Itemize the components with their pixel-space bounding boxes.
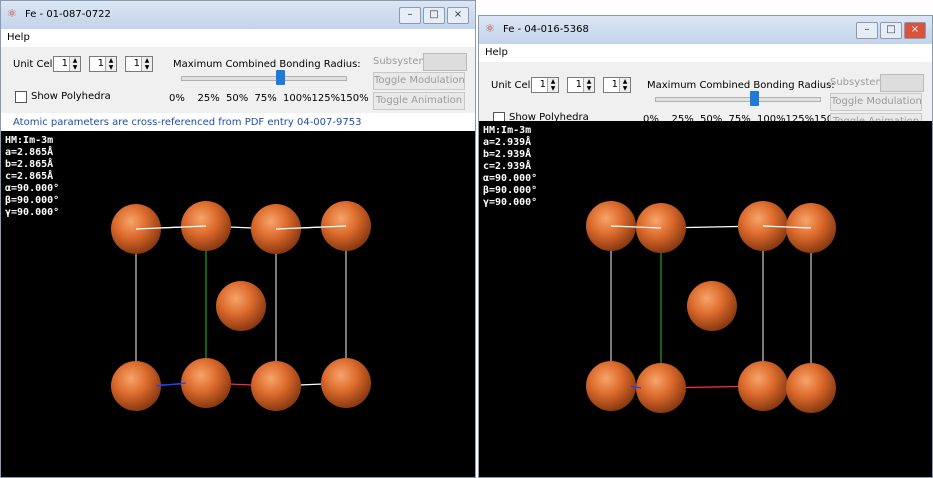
atom [786, 363, 836, 413]
atom [636, 363, 686, 413]
spin-arrows: ▲▼ [583, 78, 594, 92]
atom [321, 358, 371, 408]
spin-arrows: ▲▼ [69, 57, 80, 71]
spinner[interactable]: 1▲▼ [89, 56, 117, 72]
lattice-parameter: α=90.000° [5, 183, 59, 194]
slider-tick-label: 100% [283, 93, 312, 104]
title-bar: ⚛ Fe - 04-016-5368 –□× [479, 16, 932, 44]
atom [586, 361, 636, 411]
window-title: Fe - 04-016-5368 [503, 24, 589, 35]
menu-item[interactable]: Help [485, 47, 508, 58]
menu-item[interactable]: Help [7, 32, 30, 43]
atom [111, 361, 161, 411]
app-icon: ⚛ [7, 8, 19, 20]
structure-view [479, 121, 933, 478]
slider-tick-label: 50% [226, 93, 248, 104]
structure-view [1, 131, 476, 478]
lattice-parameter: α=90.000° [483, 173, 537, 184]
window-button[interactable]: × [904, 22, 926, 39]
slider-track [655, 97, 821, 102]
window-button[interactable]: □ [423, 7, 445, 24]
label: Unit Cell: [13, 59, 59, 70]
spinner[interactable]: 1▲▼ [53, 56, 81, 72]
window-button[interactable]: × [447, 7, 469, 24]
slider-tick-label: 0% [169, 93, 185, 104]
note: Atomic parameters are cross-referenced f… [13, 117, 361, 128]
atom [181, 358, 231, 408]
lattice-parameter: b=2.939Å [483, 149, 531, 160]
menu-bar: Help [1, 29, 475, 47]
window-title: Fe - 01-087-0722 [25, 9, 111, 20]
lattice-parameter: c=2.865Å [5, 171, 53, 182]
spin-arrows: ▲▼ [105, 57, 116, 71]
spinner[interactable]: 1▲▼ [603, 77, 631, 93]
spin-arrows: ▲▼ [619, 78, 630, 92]
label: Maximum Combined Bonding Radius: [647, 80, 827, 91]
combo[interactable] [880, 74, 924, 92]
lattice-parameter: γ=90.000° [5, 207, 59, 218]
spin-arrows: ▲▼ [141, 57, 152, 71]
app-icon: ⚛ [485, 23, 497, 35]
screen: ⚛Fe - 01-087-0722–□×HelpUnit Cell:1▲▼1▲▼… [0, 0, 933, 478]
button[interactable]: Toggle Animation [373, 92, 465, 110]
lattice-parameter: HM:Im-3m [483, 125, 531, 136]
lattice-parameter: b=2.865Å [5, 159, 53, 170]
slider-thumb[interactable] [750, 91, 759, 106]
label: Maximum Combined Bonding Radius: [173, 59, 353, 70]
button[interactable]: Toggle Modulation [373, 72, 465, 90]
spinner[interactable]: 1▲▼ [567, 77, 595, 93]
lattice-parameter: a=2.865Å [5, 147, 53, 158]
slider-tick-label: 25% [198, 93, 220, 104]
combo[interactable] [423, 53, 467, 71]
checkbox[interactable] [15, 91, 27, 103]
menu-bar: Help [479, 44, 932, 62]
label: Unit Cell: [491, 80, 537, 91]
atom [251, 361, 301, 411]
atom [738, 361, 788, 411]
window-button[interactable]: □ [880, 22, 902, 39]
title-bar: ⚛ Fe - 01-087-0722 –□× [1, 1, 475, 29]
spinner[interactable]: 1▲▼ [531, 77, 559, 93]
lattice-parameter: HM:Im-3m [5, 135, 53, 146]
spinner[interactable]: 1▲▼ [125, 56, 153, 72]
lattice-parameter: β=90.000° [483, 185, 537, 196]
lattice-parameter: γ=90.000° [483, 197, 537, 208]
spin-arrows: ▲▼ [547, 78, 558, 92]
lattice-parameter: a=2.939Å [483, 137, 531, 148]
lattice-parameter: β=90.000° [5, 195, 59, 206]
slider-thumb[interactable] [276, 70, 285, 85]
slider-track [181, 76, 347, 81]
atom [687, 281, 737, 331]
button[interactable]: Toggle Modulation [830, 93, 922, 111]
slider-tick-label: 150% [340, 93, 369, 104]
window-button[interactable]: – [856, 22, 878, 39]
label: Show Polyhedra [31, 91, 111, 102]
slider-tick-label: 75% [255, 93, 277, 104]
slider-tick-label: 125% [312, 93, 341, 104]
window-button[interactable]: – [399, 7, 421, 24]
atom [216, 281, 266, 331]
lattice-parameter: c=2.939Å [483, 161, 531, 172]
